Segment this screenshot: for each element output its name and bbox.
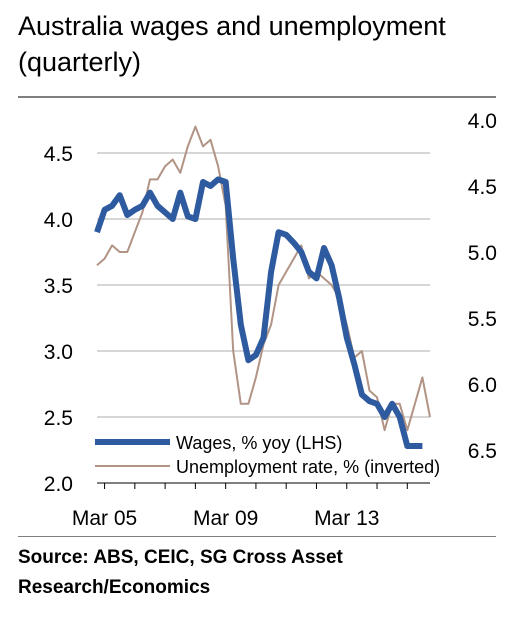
legend: Wages, % yoy (LHS) Unemployment rate, % (… (95, 433, 440, 477)
y-left-tick-label: 2.5 (44, 407, 73, 430)
x-tick-label: Mar 05 (72, 507, 137, 530)
y-right-tick-label: 4.5 (468, 176, 497, 199)
y-left-tick-label: 4.5 (44, 143, 73, 166)
x-tick-label: Mar 09 (193, 507, 258, 530)
y-right-tick-label: 4.0 (468, 110, 497, 133)
legend-label: Wages, % yoy (LHS) (176, 433, 342, 453)
unemployment-line (96, 125, 431, 432)
source-note: Source: ABS, CEIC, SG Cross Asset Resear… (18, 547, 343, 598)
y-left-tick-label: 2.0 (44, 473, 73, 496)
y-right-tick-label: 5.5 (468, 308, 497, 331)
legend-label: Unemployment rate, % (inverted) (176, 457, 440, 477)
y-left-tick-label: 3.5 (44, 275, 73, 298)
x-tick-label: Mar 13 (314, 507, 379, 530)
source-divider (18, 536, 496, 537)
line-chart: Mar 05 Mar 09 Mar 13 2.0 2.5 3.0 3.5 4.0 4.5 4.0 4… (44, 110, 497, 530)
legend-item: Unemployment rate, % (inverted) (95, 457, 440, 477)
y-right-tick-label: 6.0 (468, 374, 497, 397)
y-left-tick-label: 3.0 (44, 341, 73, 364)
legend-item: Wages, % yoy (LHS) (95, 433, 342, 453)
series-lines (94, 125, 431, 449)
wages-line (94, 176, 423, 449)
axes: Mar 05 Mar 09 Mar 13 2.0 2.5 3.0 3.5 4.0 4.5 4.0 4… (44, 110, 497, 530)
chart-title: Australia wages and unemployment (quarte… (18, 11, 446, 77)
y-right-tick-label: 5.0 (468, 242, 497, 265)
y-left-tick-label: 4.0 (44, 209, 73, 232)
y-right-tick-label: 6.5 (468, 440, 497, 463)
gridlines (97, 152, 430, 418)
title-divider (18, 96, 496, 98)
